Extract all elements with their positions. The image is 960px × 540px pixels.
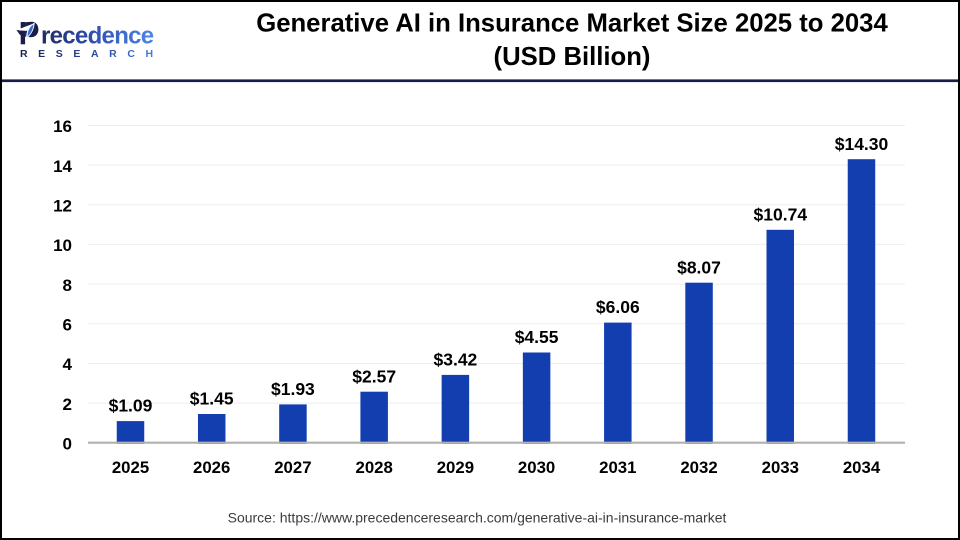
svg-text:recedence: recedence	[41, 23, 154, 50]
svg-text:$3.42: $3.42	[434, 350, 478, 370]
svg-text:2033: 2033	[762, 458, 799, 477]
svg-text:2027: 2027	[274, 458, 311, 477]
svg-text:$10.74: $10.74	[754, 204, 808, 224]
svg-text:4: 4	[63, 355, 73, 374]
svg-text:2025: 2025	[112, 458, 149, 477]
svg-text:2029: 2029	[437, 458, 474, 477]
svg-text:(USD Billion): (USD Billion)	[494, 43, 651, 71]
svg-text:8: 8	[63, 276, 72, 295]
svg-text:2030: 2030	[518, 458, 555, 477]
svg-text:$6.06: $6.06	[596, 297, 640, 317]
svg-text:$8.07: $8.07	[677, 257, 721, 277]
svg-text:16: 16	[53, 117, 72, 136]
svg-text:RESEARCH: RESEARCH	[20, 48, 164, 60]
svg-text:$1.93: $1.93	[271, 379, 315, 399]
svg-text:Generative AI in Insurance Mar: Generative AI in Insurance Market Size 2…	[256, 10, 888, 38]
svg-text:2031: 2031	[599, 458, 636, 477]
svg-text:10: 10	[53, 236, 72, 255]
svg-text:14: 14	[53, 157, 72, 176]
svg-text:$1.09: $1.09	[109, 396, 153, 416]
svg-text:2: 2	[63, 395, 72, 414]
svg-text:0: 0	[63, 434, 72, 453]
svg-text:12: 12	[53, 197, 72, 216]
svg-text:$2.57: $2.57	[352, 366, 396, 386]
svg-text:$14.30: $14.30	[835, 134, 889, 154]
svg-text:$1.45: $1.45	[190, 389, 234, 409]
svg-text:$4.55: $4.55	[515, 327, 559, 347]
svg-text:2028: 2028	[356, 458, 393, 477]
svg-text:2032: 2032	[680, 458, 717, 477]
svg-text:2034: 2034	[843, 458, 881, 477]
svg-text:6: 6	[63, 315, 72, 334]
svg-text:2026: 2026	[193, 458, 230, 477]
svg-text:Source: https://www.precedence: Source: https://www.precedenceresearch.c…	[228, 510, 727, 526]
